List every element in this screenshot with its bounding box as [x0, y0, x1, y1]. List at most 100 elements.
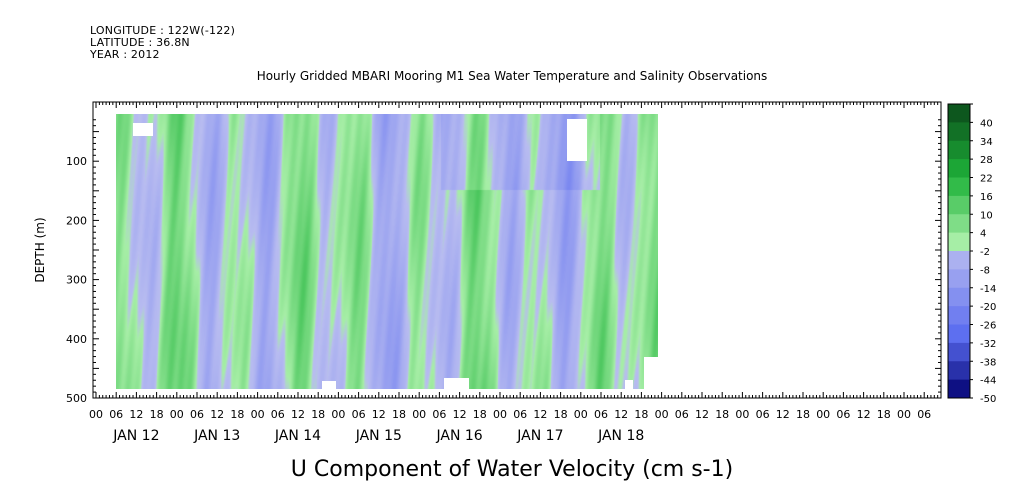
x-hour-label: 06 [109, 408, 123, 421]
x-day-label: JAN 17 [516, 428, 563, 444]
y-tick-label: 200 [66, 214, 87, 227]
x-hour-label: 00 [89, 408, 103, 421]
x-hour-label: 00 [251, 408, 265, 421]
x-hour-label: 00 [170, 408, 184, 421]
colorbar-label: 22 [980, 174, 993, 185]
x-hour-label: 12 [776, 408, 790, 421]
x-hour-label: 18 [715, 408, 729, 421]
colorbar-band [948, 324, 970, 344]
x-hour-label: 18 [392, 408, 406, 421]
data-gap [746, 112, 756, 338]
colorbar-label: 34 [980, 137, 993, 148]
colorbar-band [948, 214, 970, 234]
x-hour-label: 00 [816, 408, 830, 421]
x-hour-label: 06 [594, 408, 608, 421]
data-gap [680, 384, 710, 392]
x-hour-label: 06 [675, 408, 689, 421]
colorbar-band [948, 269, 970, 289]
colorbar-label: -50 [980, 394, 996, 405]
colorbar-band [948, 361, 970, 381]
x-hour-label: 00 [735, 408, 749, 421]
y-tick-label: 100 [66, 155, 87, 168]
colorbar-label: -20 [980, 302, 996, 313]
x-hour-label: 18 [634, 408, 648, 421]
x-hour-label: 06 [756, 408, 770, 421]
data-gap [738, 362, 773, 392]
x-hour-label: 06 [190, 408, 204, 421]
x-hour-label: 12 [453, 408, 467, 421]
colorbar-label: -44 [980, 376, 996, 387]
x-day-label: JAN 18 [597, 428, 644, 444]
x-day-label: JAN 12 [112, 428, 159, 444]
colorbar-label: 40 [980, 118, 993, 129]
colorbar-label: 28 [980, 155, 993, 166]
x-hour-label: 06 [352, 408, 366, 421]
x-hour-label: 12 [857, 408, 871, 421]
year-label: YEAR : 2012 [90, 48, 160, 61]
x-hour-label: 00 [331, 408, 345, 421]
data-gaps [133, 112, 893, 392]
colorbar-band [948, 342, 970, 362]
colorbar-band [948, 122, 970, 142]
x-hour-label: 12 [695, 408, 709, 421]
data-gap [873, 360, 893, 390]
x-hour-label: 06 [836, 408, 850, 421]
x-day-label: JAN 16 [435, 428, 482, 444]
colorbar-band [948, 177, 970, 197]
x-day-label: JAN 13 [193, 428, 240, 444]
x-hour-label: 06 [917, 408, 931, 421]
colorbar-band [948, 232, 970, 252]
data-gap [444, 378, 469, 392]
data-gap [322, 381, 336, 391]
x-hour-label: 12 [129, 408, 143, 421]
colorbar-label: -14 [980, 284, 996, 295]
chart-title: Hourly Gridded MBARI Mooring M1 Sea Wate… [257, 69, 768, 83]
colorbar-label: -38 [980, 357, 996, 368]
y-tick-label: 300 [66, 274, 87, 287]
x-hour-label: 00 [897, 408, 911, 421]
x-axis: 00 06 12 18 00 06 12 18 00 06 12 18 00 06 12 18 00 06 12 18… [89, 102, 939, 444]
x-hour-label: 18 [311, 408, 325, 421]
colorbar-band [948, 379, 970, 399]
variable-title: U Component of Water Velocity (cm s-1) [291, 457, 733, 482]
colorbar-label: 10 [980, 210, 993, 221]
colorbar-band [948, 140, 970, 160]
x-hour-label: 06 [432, 408, 446, 421]
x-hour-label: 00 [493, 408, 507, 421]
colorbar-label: -8 [980, 265, 990, 276]
colorbar-band [948, 159, 970, 178]
colorbar-label: -32 [980, 339, 996, 350]
colorbar-band [948, 195, 970, 215]
colorbar-band [948, 306, 970, 325]
colorbar: 40 34 28 22 16 10 4 -2 -8 -14 -20 -26 -32 -38 -44 -50 [947, 103, 996, 405]
colorbar-band [948, 287, 970, 307]
x-hour-label: 12 [372, 408, 386, 421]
y-tick-label: 500 [66, 392, 87, 405]
latitude-label: LATITUDE : 36.8N [90, 36, 190, 49]
data-gap [133, 123, 153, 136]
x-hour-label: 00 [412, 408, 426, 421]
x-hour-label: 12 [291, 408, 305, 421]
data-gap [625, 380, 633, 390]
data-gap [567, 119, 587, 161]
x-hour-label: 12 [614, 408, 628, 421]
x-hour-label: 06 [513, 408, 527, 421]
colorbar-label: -26 [980, 321, 996, 332]
x-hour-label: 12 [533, 408, 547, 421]
x-hour-label: 18 [796, 408, 810, 421]
x-hour-label: 06 [271, 408, 285, 421]
data-gap [644, 357, 669, 391]
y-axis-label: DEPTH (m) [33, 217, 47, 282]
x-hour-label: 18 [877, 408, 891, 421]
x-day-label: JAN 14 [274, 428, 321, 444]
colorbar-label: -2 [980, 247, 990, 258]
x-hour-label: 18 [150, 408, 164, 421]
x-hour-label: 00 [574, 408, 588, 421]
y-tick-label: 400 [66, 333, 87, 346]
colorbar-label: 4 [980, 229, 986, 240]
x-hour-label: 18 [554, 408, 568, 421]
longitude-label: LONGITUDE : 122W(-122) [90, 24, 236, 37]
x-day-label: JAN 15 [355, 428, 402, 444]
x-hour-label: 12 [210, 408, 224, 421]
